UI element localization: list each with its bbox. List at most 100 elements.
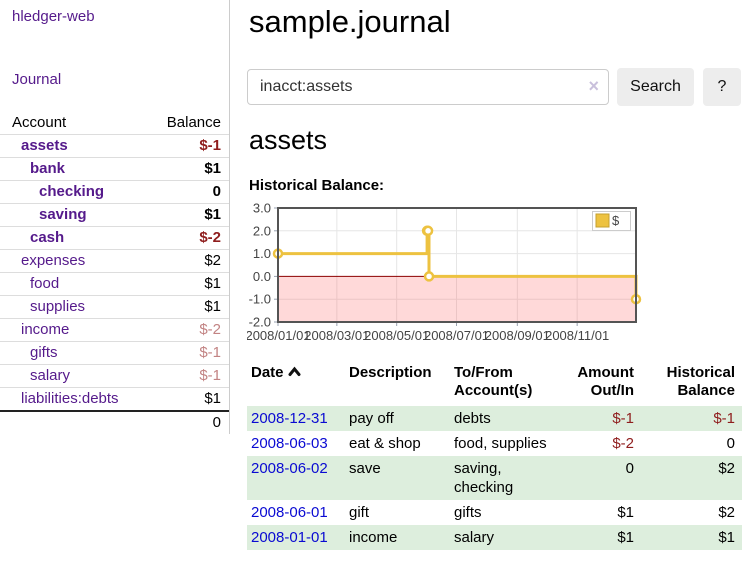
sort-up-icon: [288, 366, 301, 376]
register-row: 2008-12-31 pay off debts $-1 $-1: [247, 406, 742, 431]
account-link-expenses[interactable]: expenses: [21, 252, 86, 269]
register-cell-balance: $1: [640, 525, 742, 550]
account-balance: $1: [150, 295, 229, 319]
account-balance: $-2: [150, 318, 229, 342]
app-brand-link[interactable]: hledger-web: [12, 8, 95, 25]
accounts-header-account: Account: [0, 110, 151, 135]
register-cell-accounts: salary: [450, 525, 562, 550]
register-cell-date: 2008-06-01: [247, 500, 345, 525]
account-row: assets $-1: [0, 134, 229, 158]
register-cell-description: gift: [349, 504, 370, 521]
register-row: 2008-06-03 eat & shop food, supplies $-2 0: [247, 431, 742, 456]
account-heading: assets: [249, 125, 328, 155]
search-button[interactable]: Search: [617, 68, 694, 106]
account-link-gifts[interactable]: gifts: [30, 344, 58, 361]
sidebar-item-journal[interactable]: Journal: [12, 71, 62, 88]
register-cell-accounts: gifts: [454, 504, 482, 521]
register-cell-amount: $1: [617, 504, 634, 521]
svg-text:$: $: [612, 213, 620, 228]
account-balance: $-1: [150, 364, 229, 388]
register-cell-description: eat & shop: [349, 435, 421, 452]
account-row: liabilities:debts $1: [0, 387, 229, 412]
page-title: sample.journal: [249, 4, 451, 39]
svg-text:2.0: 2.0: [253, 223, 271, 238]
svg-text:2008/03/01: 2008/03/01: [304, 328, 369, 343]
account-row: saving $1: [0, 203, 229, 227]
svg-text:2008/07/01: 2008/07/01: [424, 328, 489, 343]
svg-text:2008/05/01: 2008/05/01: [364, 328, 429, 343]
accounts-total-value: 0: [150, 410, 229, 434]
account-link-assets[interactable]: assets: [21, 137, 68, 154]
accounts-header-row: Account Balance: [0, 110, 229, 135]
register-cell-date: 2008-06-02: [247, 456, 345, 500]
register-header-date[interactable]: Date: [247, 362, 345, 406]
accounts-table: Account Balance assets $-1 bank $1 checking 0…: [0, 110, 229, 434]
register-cell-balance: 0: [726, 435, 735, 452]
register-row: 2008-01-01 income salary $1 $1: [247, 525, 742, 550]
help-button[interactable]: ?: [703, 68, 741, 106]
historical-balance-chart: 2008/01/01 2008/03/01 2008/05/01 2008/07/01…: [247, 202, 742, 348]
register-cell-date: 2008-06-03: [247, 431, 345, 456]
account-row: salary $-1: [0, 364, 229, 388]
register-cell-balance: $2: [718, 504, 735, 521]
account-balance: $-1: [150, 134, 229, 158]
register-cell-amount: $-2: [612, 435, 634, 452]
account-link-checking[interactable]: checking: [39, 183, 105, 200]
search-bar: × Search ?: [247, 68, 742, 106]
register-cell-accounts: food, supplies: [454, 435, 547, 452]
account-row: expenses $2: [0, 249, 229, 273]
svg-text:3.0: 3.0: [253, 202, 271, 216]
account-balance: $1: [150, 203, 229, 227]
sidebar-nav: Journal: [0, 71, 229, 88]
account-row: income $-2: [0, 318, 229, 342]
historical-balance-chart-svg: 2008/01/012008/03/012008/05/012008/07/01…: [247, 202, 642, 343]
account-link-bank[interactable]: bank: [30, 160, 66, 177]
svg-text:-1.0: -1.0: [249, 292, 271, 307]
register-cell-balance: $2: [640, 456, 742, 500]
account-balance: $2: [150, 249, 229, 273]
register-date-link[interactable]: 2008-06-03: [251, 435, 328, 452]
account-link-salary[interactable]: salary: [30, 367, 71, 384]
account-balance: $-2: [150, 226, 229, 250]
register-cell-amount: 0: [562, 456, 640, 500]
account-link-food[interactable]: food: [30, 275, 60, 292]
register-cell-date: 2008-12-31: [247, 406, 345, 431]
register-date-link[interactable]: 2008-06-02: [251, 460, 328, 477]
clear-search-icon[interactable]: ×: [588, 76, 599, 96]
register-cell-accounts: saving, checking: [450, 456, 562, 500]
svg-text:-2.0: -2.0: [249, 315, 271, 330]
search-input[interactable]: [247, 69, 609, 105]
register-cell-description: income: [345, 525, 450, 550]
account-link-saving[interactable]: saving: [39, 206, 87, 223]
register-row: 2008-06-02 save saving, checking 0 $2: [247, 456, 742, 500]
account-balance: $1: [150, 157, 229, 181]
register-date-link[interactable]: 2008-01-01: [251, 529, 328, 546]
register-cell-accounts: debts: [450, 406, 562, 431]
account-link-supplies[interactable]: supplies: [30, 298, 86, 315]
register-date-link[interactable]: 2008-12-31: [251, 410, 328, 427]
svg-text:2008/01/01: 2008/01/01: [247, 328, 311, 343]
register-date-link[interactable]: 2008-06-01: [251, 504, 328, 521]
register-cell-description: pay off: [345, 406, 450, 431]
register-header-row: Date Description To/From Account(s) Amou…: [247, 362, 742, 406]
account-row: bank $1: [0, 157, 229, 181]
register-header-accounts: To/From Account(s): [454, 364, 533, 399]
account-link-cash[interactable]: cash: [30, 229, 65, 246]
register-header-balance: Historical Balance: [666, 364, 735, 399]
account-row: gifts $-1: [0, 341, 229, 365]
account-row: checking 0: [0, 180, 229, 204]
account-row: supplies $1: [0, 295, 229, 319]
account-row: cash $-2: [0, 226, 229, 250]
account-link-income[interactable]: income: [21, 321, 70, 338]
svg-text:2008/09/01: 2008/09/01: [485, 328, 550, 343]
register-cell-date: 2008-01-01: [247, 525, 345, 550]
register-header-description: Description: [349, 364, 432, 381]
account-link-liabilities-debts[interactable]: liabilities:debts: [21, 390, 119, 407]
account-row: food $1: [0, 272, 229, 296]
register-table: Date Description To/From Account(s) Amou…: [247, 362, 742, 550]
account-balance: $1: [150, 272, 229, 296]
register-table-body: 2008-12-31 pay off debts $-1 $-1 2008-06-03 ea…: [247, 406, 742, 550]
svg-text:1.0: 1.0: [253, 246, 271, 261]
register-row: 2008-06-01 gift gifts $1 $2: [247, 500, 742, 525]
account-balance: $1: [150, 387, 229, 412]
